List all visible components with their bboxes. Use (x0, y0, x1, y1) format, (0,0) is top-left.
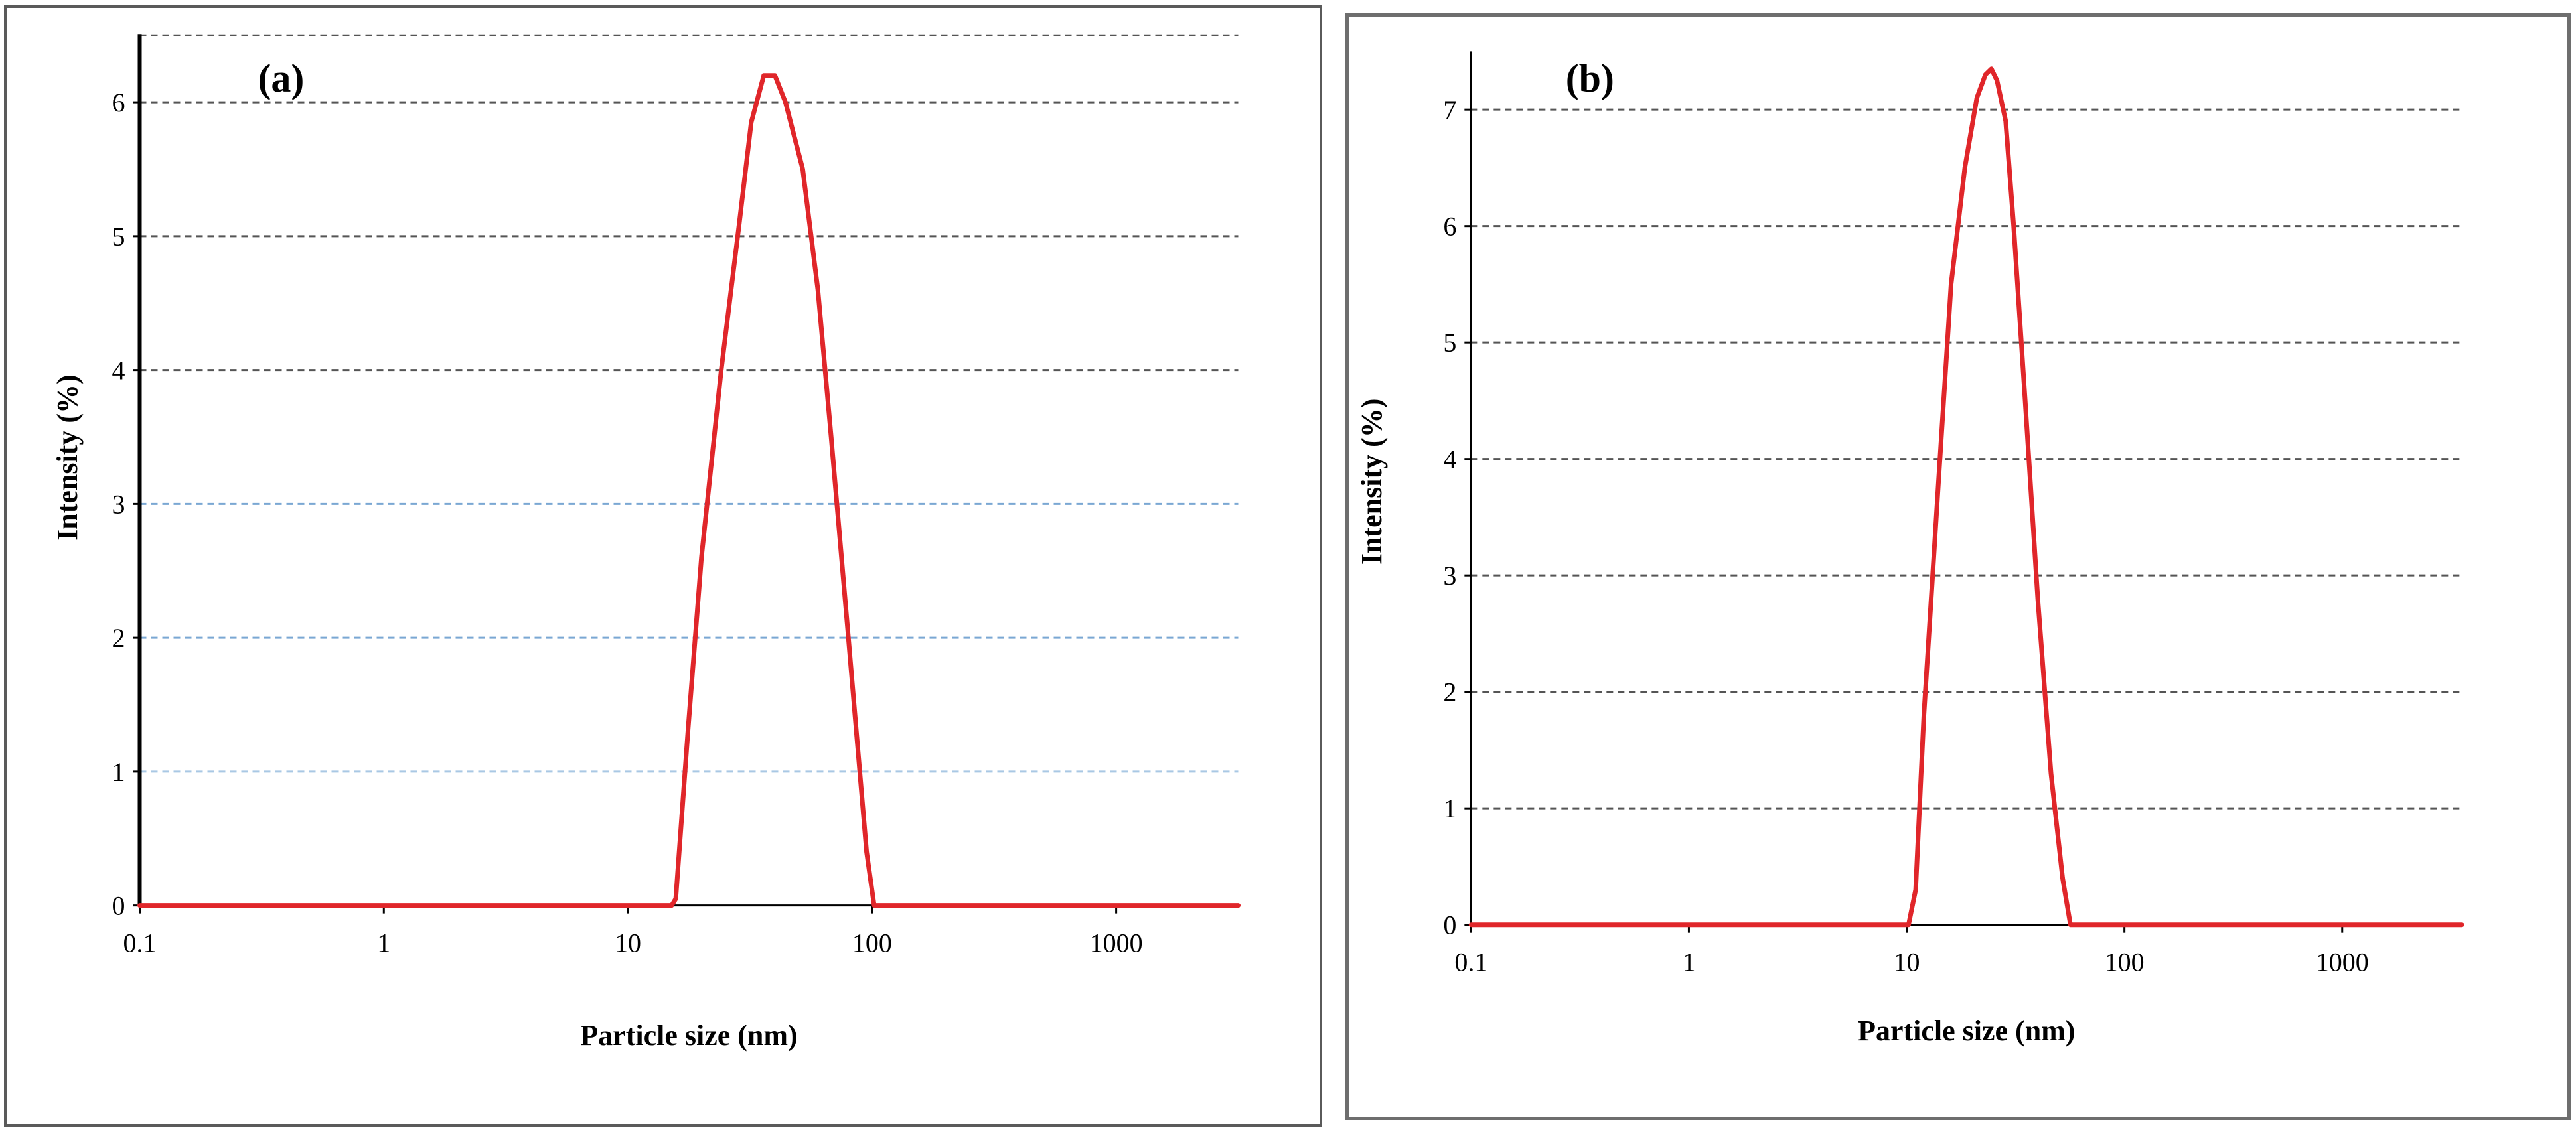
x-tick-label-a: 10 (615, 928, 641, 958)
series-line-a (137, 73, 1241, 908)
y-tick-label-a: 0 (112, 891, 125, 921)
chart-a-svg: 0 1 2 3 4 5 6 0.1 1 10 100 1000 Particle size (nm) In… (51, 34, 1241, 1052)
x-tick-label-a: 1 (377, 928, 390, 958)
y-tick-label-a: 2 (112, 623, 125, 653)
chart-panel-b: 0 1 2 3 4 5 6 7 0.1 1 10 100 1000 Particle size (nm) I… (1345, 13, 2571, 1120)
chart-b-svg: 0 1 2 3 4 5 6 7 0.1 1 10 100 1000 Particle size (nm) I… (1355, 51, 2464, 1047)
y-tick-label-b: 0 (1443, 910, 1456, 940)
y-tick-label-a: 1 (112, 757, 125, 787)
panel-label-a: (a) (258, 56, 304, 100)
chart-panel-a: 0 1 2 3 4 5 6 0.1 1 10 100 1000 Particle size (nm) In… (4, 5, 1322, 1127)
y-tick-label-b: 6 (1443, 212, 1456, 242)
y-tick-label-a: 4 (112, 356, 125, 386)
y-axis-title-a: Intensity (%) (51, 374, 84, 541)
y-tick-label-a: 3 (112, 489, 125, 519)
y-axis-title-b: Intensity (%) (1355, 399, 1388, 565)
x-tick-label-a: 1000 (1090, 928, 1143, 958)
y-tick-label-b: 4 (1443, 445, 1456, 474)
y-tick-label-b: 5 (1443, 328, 1456, 358)
y-tick-label-b: 7 (1443, 95, 1456, 125)
x-axis-title-b: Particle size (nm) (1858, 1015, 2075, 1047)
x-tick-label-b: 10 (1894, 948, 1920, 977)
series-line-b (1468, 66, 2464, 928)
x-tick-label-b: 1000 (2316, 948, 2369, 977)
x-tick-label-b: 1 (1682, 948, 1695, 977)
panel-label-b: (b) (1566, 56, 1614, 100)
y-tick-label-b: 1 (1443, 794, 1456, 823)
y-tick-label-b: 3 (1443, 561, 1456, 591)
y-tick-label-a: 6 (112, 88, 125, 117)
x-tick-label-a: 100 (852, 928, 892, 958)
x-tick-label-b: 100 (2105, 948, 2145, 977)
x-axis-title-a: Particle size (nm) (580, 1019, 797, 1052)
y-tick-label-b: 2 (1443, 677, 1456, 707)
y-tick-label-a: 5 (112, 222, 125, 251)
x-tick-label-a: 0.1 (123, 928, 157, 958)
x-tick-label-b: 0.1 (1454, 948, 1487, 977)
